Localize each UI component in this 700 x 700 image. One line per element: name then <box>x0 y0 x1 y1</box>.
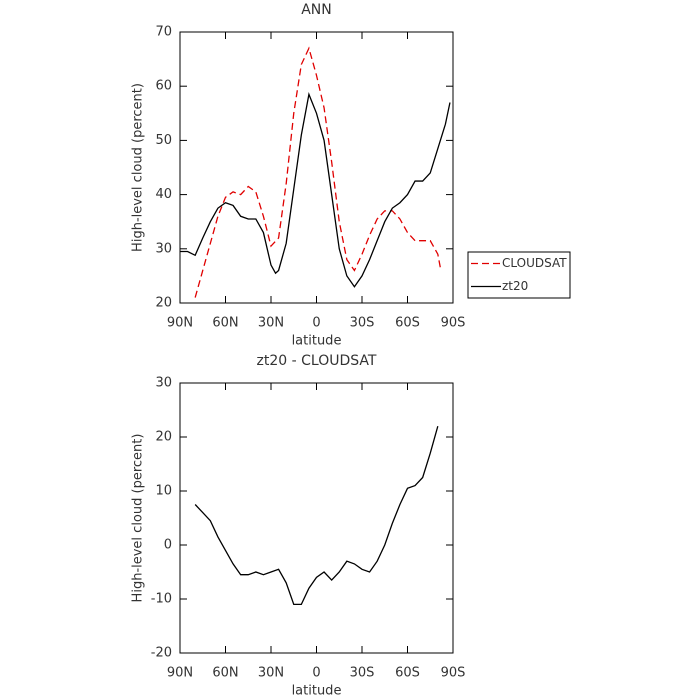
y-tick-label: 50 <box>155 133 172 148</box>
y-tick-label: 30 <box>155 376 172 391</box>
y-tick-label: 70 <box>155 25 172 40</box>
x-tick-label: 90N <box>167 316 193 331</box>
y-tick-label: 0 <box>164 538 172 553</box>
y-tick-label: 30 <box>155 241 172 256</box>
legend-label: CLOUDSAT <box>502 256 567 270</box>
chart-title: zt20 - CLOUDSAT <box>257 353 377 369</box>
legend-label: zt20 <box>502 279 528 293</box>
y-tick-label: 10 <box>155 484 172 499</box>
x-tick-label: 60N <box>212 666 238 681</box>
y-axis-label: High-level cloud (percent) <box>131 83 146 252</box>
x-tick-label: 60N <box>212 316 238 331</box>
x-tick-label: 0 <box>312 316 320 331</box>
x-tick-label: 0 <box>312 666 320 681</box>
x-tick-label: 60S <box>395 316 420 331</box>
y-tick-label: 40 <box>155 187 172 202</box>
x-tick-label: 60S <box>395 666 420 681</box>
y-tick-label: 20 <box>155 430 172 445</box>
x-tick-label: 30N <box>258 666 284 681</box>
data-line <box>194 46 442 298</box>
plot-frame <box>179 31 454 304</box>
x-tick-label: 30N <box>258 316 284 331</box>
x-tick-label: 90S <box>441 666 466 681</box>
x-tick-label: 90S <box>441 316 466 331</box>
y-tick-label: 20 <box>155 296 172 311</box>
y-tick-label: -10 <box>151 592 172 607</box>
data-line <box>180 92 451 288</box>
data-line <box>194 426 439 606</box>
chart-title: ANN <box>301 2 332 18</box>
x-axis-label: latitude <box>292 684 342 699</box>
y-axis-label: High-level cloud (percent) <box>131 434 146 603</box>
x-tick-label: 90N <box>167 666 193 681</box>
plot-frame <box>179 382 454 654</box>
x-tick-label: 30S <box>350 666 375 681</box>
y-tick-label: 60 <box>155 79 172 94</box>
x-tick-label: 30S <box>350 316 375 331</box>
y-tick-label: -20 <box>151 646 172 661</box>
legend-box <box>467 251 571 299</box>
x-axis-label: latitude <box>292 334 342 349</box>
